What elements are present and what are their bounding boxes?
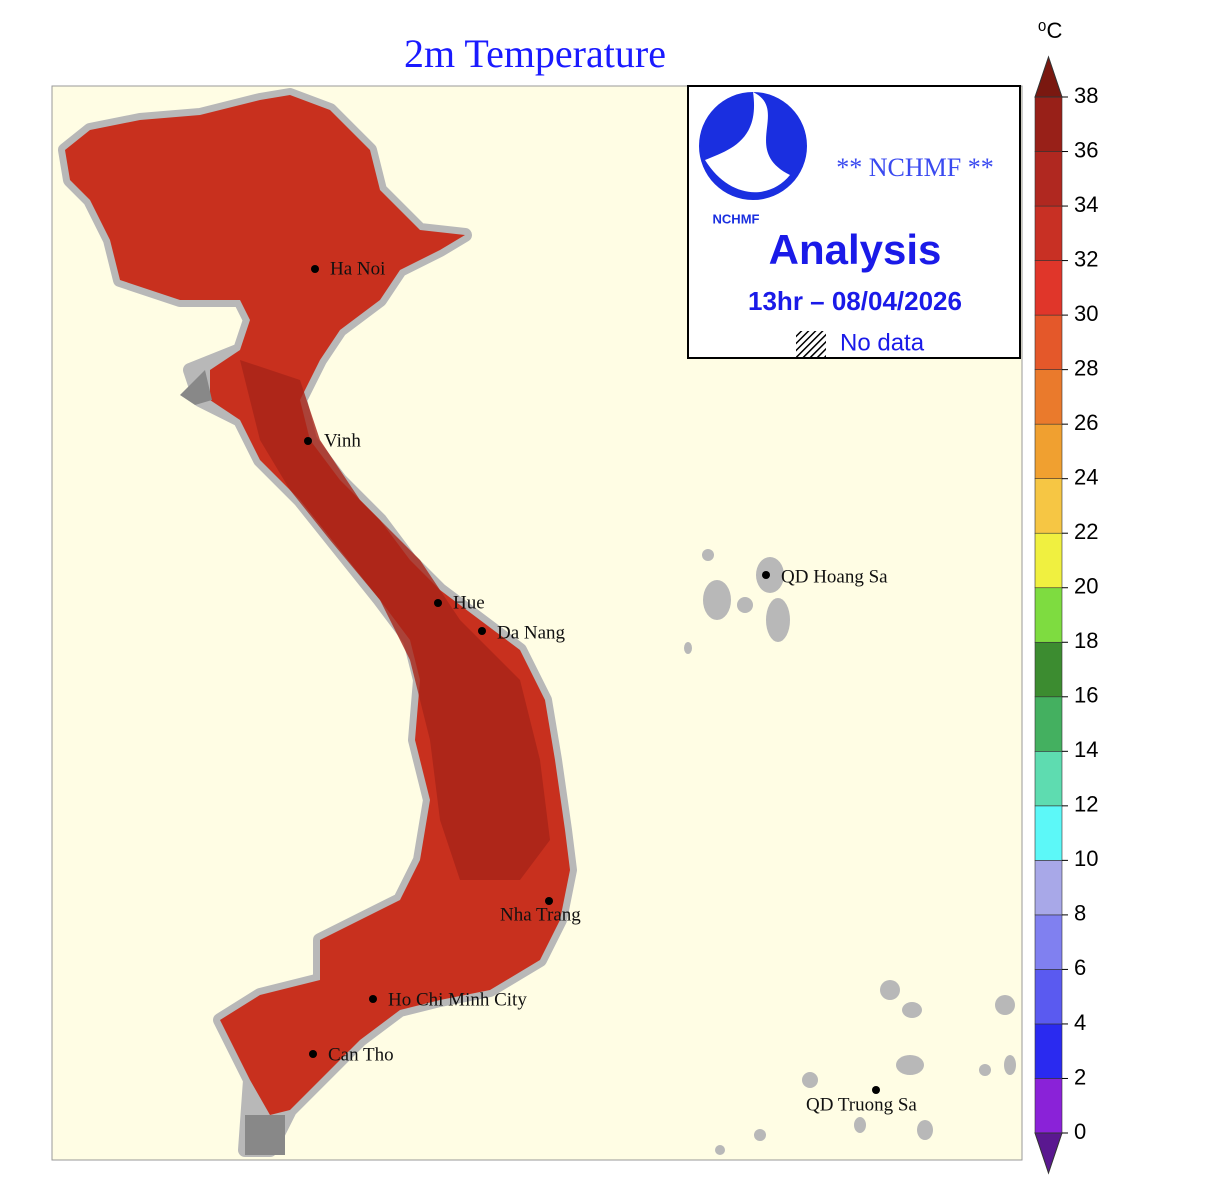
colorbar-under	[1034, 1132, 1063, 1175]
colorbar-segment	[1034, 1023, 1063, 1079]
legend-time: 13hr – 08/04/2026	[748, 286, 962, 316]
city-label: QD Truong Sa	[806, 1094, 917, 1115]
city-label: Can Tho	[328, 1044, 394, 1065]
colorbar-segment	[1034, 260, 1063, 316]
colorbar-tick-label: 8	[1074, 901, 1086, 926]
colorbar-tick-label: 18	[1074, 628, 1098, 653]
city-label: Hue	[453, 592, 485, 613]
colorbar-tick-label: 2	[1074, 1064, 1086, 1089]
city-dots	[304, 265, 880, 1094]
colorbar-tick-label: 12	[1074, 792, 1098, 817]
colorbar-segment	[1034, 96, 1063, 152]
colorbar-tick-label: 34	[1074, 192, 1098, 217]
colorbar-segment	[1034, 532, 1063, 589]
colorbar-segment	[1034, 478, 1063, 534]
city-label: Nha Trang	[500, 904, 581, 925]
colorbar-tick-label: 36	[1074, 137, 1098, 162]
colorbar-segment	[1034, 696, 1063, 752]
colorbar-segment	[1034, 423, 1063, 479]
colorbar-tick-label: 30	[1074, 301, 1098, 326]
colorbar-tick-label: 20	[1074, 574, 1098, 599]
colorbar-tick-label: 16	[1074, 683, 1098, 708]
map-title: 2m Temperature	[404, 31, 666, 76]
colorbar-segment	[1034, 860, 1063, 916]
colorbar-segment	[1034, 969, 1063, 1025]
colorbar-segment	[1034, 369, 1063, 425]
city-label: QD Hoang Sa	[781, 566, 888, 587]
colorbar-tick-label: 6	[1074, 955, 1086, 980]
city-label: Da Nang	[497, 622, 566, 643]
colorbar-segment	[1034, 1078, 1063, 1134]
colorbar-segment	[1034, 641, 1063, 698]
logo-text: NCHMF	[713, 211, 760, 226]
legend-no-data: No data	[840, 329, 925, 356]
colorbar-segment	[1034, 914, 1063, 970]
colorbar-tick-label: 26	[1074, 410, 1098, 435]
city-label: Ho Chi Minh City	[388, 989, 527, 1010]
legend-product: Analysis	[769, 226, 942, 273]
islands	[684, 549, 1016, 1155]
colorbar-over	[1034, 55, 1063, 98]
colorbar-tick-label: 38	[1074, 83, 1098, 108]
legend-box: NCHMF ** NCHMF ** Analysis 13hr – 08/04/…	[687, 85, 1021, 359]
colorbar-segment	[1034, 151, 1063, 207]
city-label: Ha Noi	[330, 258, 385, 279]
colorbar-tick-label: 14	[1074, 737, 1098, 762]
colorbar-unit: ⁰C	[1038, 18, 1063, 43]
legend-header: ** NCHMF **	[836, 153, 993, 182]
colorbar-segment	[1034, 751, 1063, 807]
land	[58, 88, 577, 1157]
colorbar-segment	[1034, 205, 1063, 261]
colorbar-tick-label: 10	[1074, 846, 1098, 871]
colorbar-tick-label: 0	[1074, 1119, 1086, 1144]
colorbar-tick-label: 28	[1074, 355, 1098, 380]
colorbar-tick-label: 32	[1074, 246, 1098, 271]
city-label: Vinh	[324, 430, 361, 451]
colorbar-tick-label: 4	[1074, 1010, 1086, 1035]
colorbar-tick-label: 24	[1074, 464, 1098, 489]
colorbar-segment	[1034, 587, 1063, 643]
colorbar-tick-label: 22	[1074, 519, 1098, 544]
colorbar-segment	[1034, 805, 1063, 861]
colorbar-segment	[1034, 314, 1063, 370]
